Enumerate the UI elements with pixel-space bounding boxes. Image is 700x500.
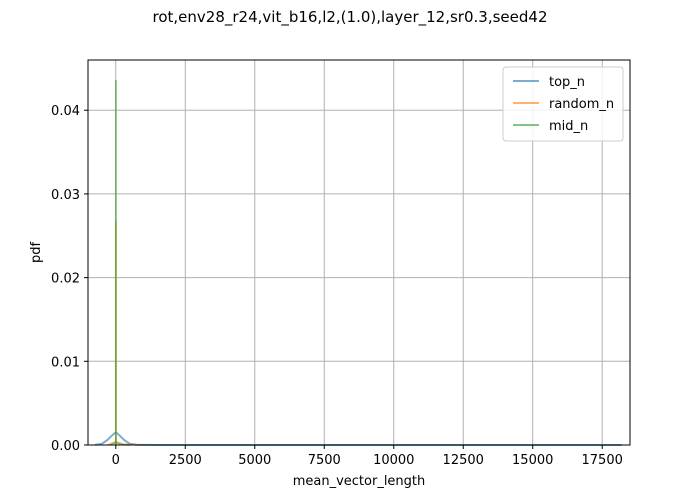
legend-label: top_n [549, 75, 585, 90]
y-axis-label: pdf [29, 242, 44, 264]
x-tick-label: 12500 [443, 453, 484, 468]
hist-bar [114, 80, 116, 445]
plot-frame [87, 59, 631, 446]
kde-line [94, 431, 622, 446]
x-tick-label: 10000 [373, 453, 414, 468]
y-tick-label: 0.04 [51, 104, 80, 119]
legend-box [502, 66, 624, 142]
series-mid_n [109, 80, 130, 446]
legend-label: random_n [549, 97, 614, 112]
x-tick-label: 17500 [582, 453, 623, 468]
x-tick-label: 0 [112, 453, 120, 468]
legend: top_n random_n mid_n [502, 66, 624, 142]
x-axis: 0 2500 5000 7500 10000 12500 15000 17500 [112, 445, 623, 468]
legend-label: mid_n [549, 119, 588, 134]
series-top_n [94, 431, 622, 446]
x-axis-label: mean_vector_length [293, 474, 426, 489]
y-tick-label: 0.02 [51, 272, 80, 287]
y-tick-label: 0.00 [51, 439, 80, 454]
chart-title: rot,env28_r24,vit_b16,l2,(1.0),layer_12,… [153, 8, 548, 27]
series-random_n [107, 220, 144, 446]
x-tick-label: 7500 [308, 453, 341, 468]
y-tick-label: 0.01 [51, 355, 80, 370]
y-tick-label: 0.03 [51, 188, 80, 203]
x-tick-label: 5000 [238, 453, 271, 468]
hist-bar [115, 80, 117, 445]
x-tick-label: 2500 [169, 453, 202, 468]
y-axis: 0.00 0.01 0.02 0.03 0.04 [51, 104, 88, 454]
x-tick-label: 15000 [512, 453, 553, 468]
